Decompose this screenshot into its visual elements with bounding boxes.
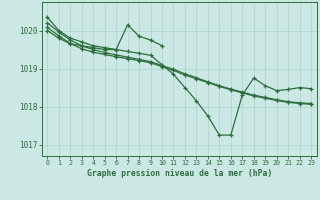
X-axis label: Graphe pression niveau de la mer (hPa): Graphe pression niveau de la mer (hPa) [87,169,272,178]
